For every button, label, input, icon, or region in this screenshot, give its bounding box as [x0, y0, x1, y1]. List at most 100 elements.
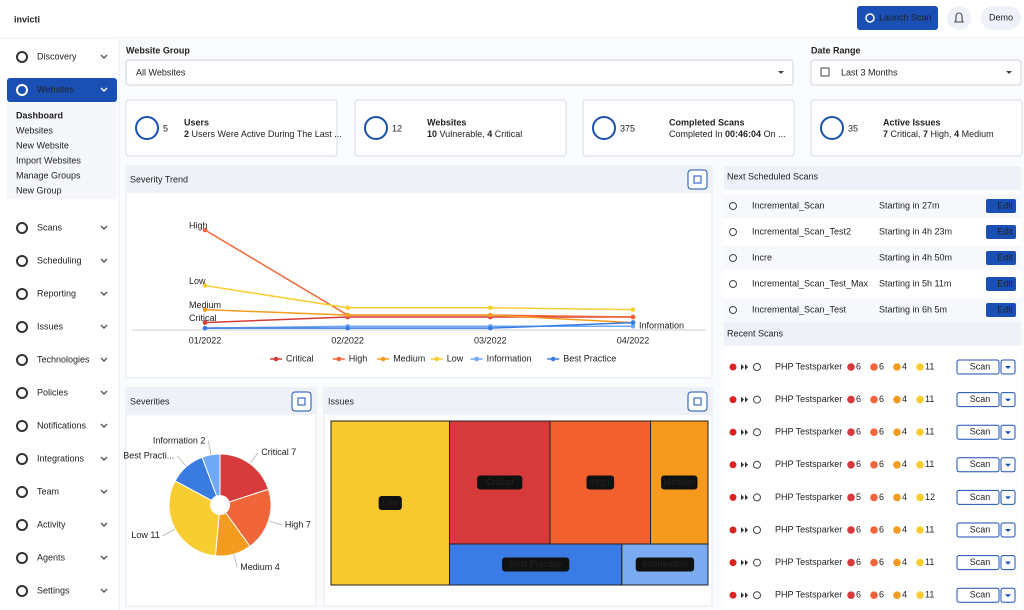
edit-button[interactable]	[986, 303, 1016, 317]
dropdown-caret	[1005, 561, 1011, 565]
nav-item[interactable]: Integrations	[37, 453, 85, 463]
clock-icon	[729, 202, 737, 210]
submenu-item[interactable]: Dashboard	[16, 110, 63, 120]
stat-desc-part: Critical	[492, 129, 522, 139]
legend-label[interactable]: Medium	[393, 353, 425, 363]
treemap-label: Low	[382, 497, 399, 507]
filter-select[interactable]	[125, 59, 794, 86]
dropdown-caret	[1005, 431, 1011, 435]
table-toggle-button[interactable]	[687, 169, 708, 190]
table-icon	[297, 397, 306, 406]
nav-item[interactable]: Technologies	[37, 354, 90, 364]
scan-name[interactable]: Incremental_Scan_Test2	[752, 226, 851, 236]
severity-badge	[893, 591, 901, 599]
nav-item[interactable]: Websites	[37, 84, 74, 94]
status-icon	[729, 428, 737, 436]
scan-button[interactable]	[956, 587, 1000, 603]
scan-name[interactable]: PHP Testsparker	[775, 459, 842, 469]
nav-item[interactable]: Scheduling	[37, 255, 82, 265]
scan-name[interactable]: Incre	[752, 252, 772, 262]
stat-value: 375	[620, 123, 635, 133]
nav-item[interactable]: Issues	[37, 321, 64, 331]
table-toggle-button[interactable]	[291, 391, 312, 412]
scan-label: Scan	[970, 459, 991, 469]
severity-count: 11	[925, 459, 934, 469]
edit-button[interactable]	[986, 199, 1016, 213]
scan-name[interactable]: PHP Testsparker	[775, 492, 842, 502]
scan-button[interactable]	[956, 457, 1000, 473]
legend-label[interactable]: Information	[487, 353, 532, 363]
nav-item[interactable]: Team	[37, 486, 59, 496]
scan-button[interactable]	[956, 392, 1000, 408]
legend-label[interactable]: Best Practice	[563, 353, 616, 363]
launch-icon	[865, 13, 875, 23]
legend-label[interactable]: Critical	[286, 353, 314, 363]
edit-button[interactable]	[986, 251, 1016, 265]
nav-item[interactable]: Agents	[37, 552, 66, 562]
nav-item[interactable]: Reporting	[37, 288, 76, 298]
table-toggle-button[interactable]	[687, 391, 708, 412]
logo: invicti	[14, 14, 40, 24]
severity-count: 11	[925, 590, 934, 600]
severity-badge	[870, 395, 878, 404]
scan-name[interactable]: PHP Testsparker	[775, 524, 842, 534]
edit-button[interactable]	[986, 225, 1016, 239]
scan-name[interactable]: PHP Testsparker	[775, 590, 842, 600]
scan-name[interactable]: PHP Testsparker	[775, 394, 842, 404]
scan-name[interactable]: Incremental_Scan_Test	[752, 304, 847, 314]
clock-icon	[729, 228, 737, 236]
nav-item[interactable]: Settings	[37, 585, 70, 595]
legend-label[interactable]: High	[349, 353, 368, 363]
scan-label: Scan	[970, 557, 991, 567]
severity-count: 6	[856, 361, 861, 371]
severity-count: 11	[925, 557, 934, 567]
bell-button[interactable]	[947, 6, 971, 30]
scan-name[interactable]: PHP Testsparker	[775, 361, 842, 371]
edit-label: Edit	[997, 304, 1013, 314]
nav-item[interactable]: Scans	[37, 222, 63, 232]
pie-leader	[268, 520, 282, 526]
submenu-item[interactable]: Websites	[16, 125, 53, 135]
scan-button[interactable]	[956, 359, 1000, 375]
nav-item[interactable]: Notifications	[37, 420, 87, 430]
scan-name[interactable]: Incremental_Scan_Test_Max	[752, 278, 869, 288]
severities-panel-title: Severities	[130, 396, 170, 406]
nav-item[interactable]: Policies	[37, 387, 69, 397]
submenu-item[interactable]: Manage Groups	[16, 170, 81, 180]
stat-desc: Completed In 00:46:04 On ...	[669, 129, 786, 139]
pie-slice	[219, 453, 270, 506]
scan-button[interactable]	[956, 489, 1000, 505]
scan-name[interactable]: Incremental_Scan	[752, 200, 825, 210]
severity-badge	[893, 363, 901, 371]
nav-item[interactable]: Activity	[37, 519, 66, 529]
submenu-item[interactable]: New Website	[16, 140, 69, 150]
edit-button[interactable]	[986, 277, 1016, 291]
status-icon	[729, 493, 737, 501]
severity-count: 6	[879, 590, 884, 600]
legend-dot	[474, 356, 479, 362]
scan-button[interactable]	[956, 424, 1000, 440]
select-caret	[778, 71, 784, 74]
severity-badge	[847, 395, 855, 404]
scan-button[interactable]	[956, 522, 1000, 538]
scan-button[interactable]	[956, 555, 1000, 571]
nav-item-active[interactable]	[7, 78, 117, 102]
user-button[interactable]	[981, 6, 1021, 30]
nav-item[interactable]: Discovery	[37, 51, 77, 61]
nav-icon	[16, 321, 28, 333]
launch-scan-button[interactable]	[857, 6, 938, 30]
legend-label[interactable]: Low	[447, 353, 464, 363]
pie-label: Best Practi...	[123, 450, 174, 460]
severity-count: 6	[856, 394, 861, 404]
treemap-label: Medium	[663, 477, 695, 487]
filter-select[interactable]	[810, 59, 1022, 86]
chevron	[100, 258, 108, 263]
filter-value: All Websites	[136, 67, 186, 77]
scan-name[interactable]: PHP Testsparker	[775, 427, 842, 437]
scan-name[interactable]: PHP Testsparker	[775, 557, 842, 567]
table-icon	[693, 175, 702, 184]
data-point	[345, 305, 350, 311]
severity-badge	[916, 493, 924, 502]
submenu-item[interactable]: New Group	[16, 185, 62, 195]
submenu-item[interactable]: Import Websites	[16, 155, 81, 165]
